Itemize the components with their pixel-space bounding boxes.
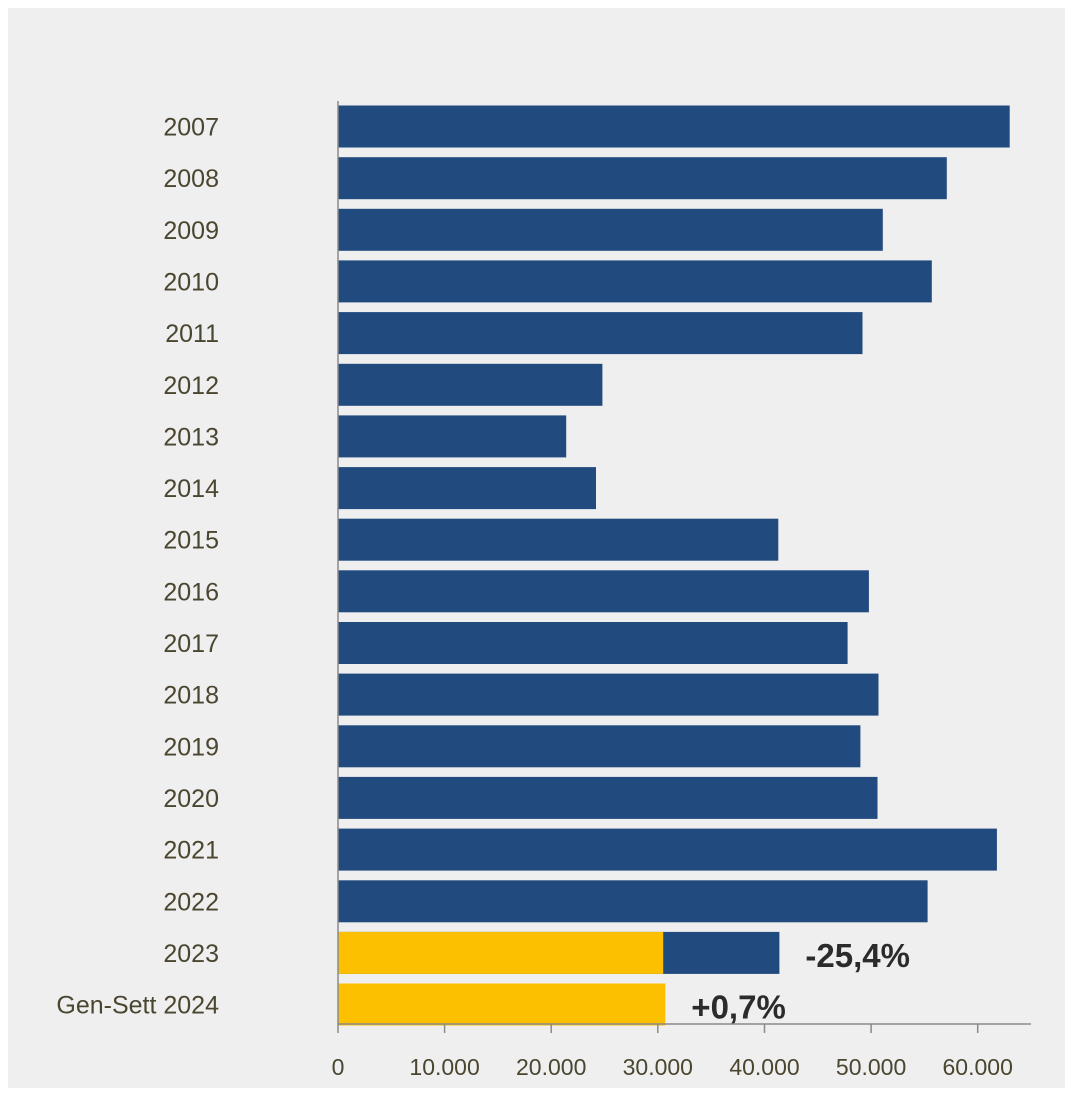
bar-2016-s1 [338, 570, 869, 613]
bar-2015-s1 [338, 518, 779, 561]
x-tick-label-6: 60.000 [943, 1054, 1013, 1080]
bar-2019-s1 [338, 725, 861, 768]
category-label-2019: 2019 [163, 733, 219, 761]
bar-2009-s1 [338, 208, 883, 251]
axes-layer: 0 10.000 20.000 30.000 40.000 50.000 60.000 [332, 101, 1031, 1080]
annotation-gen-sett-2024: +0,7% [691, 989, 786, 1026]
bars-layer [338, 105, 1010, 1026]
annotations-layer: -25,4% +0,7% [691, 937, 910, 1026]
bar-2007-s1 [338, 105, 1010, 148]
category-label-2018: 2018 [163, 682, 219, 710]
bar-2020-s1 [338, 776, 878, 819]
category-label-2021: 2021 [163, 837, 219, 865]
bar-2010-s1 [338, 260, 932, 303]
bar-2011-s1 [338, 312, 863, 355]
category-label-2009: 2009 [163, 217, 219, 245]
x-tick-label-5: 50.000 [836, 1054, 906, 1080]
category-label-2015: 2015 [163, 527, 219, 555]
x-tick-label-4: 40.000 [729, 1054, 799, 1080]
x-tick-label-3: 30.000 [623, 1054, 693, 1080]
bar-2022-s1 [338, 880, 928, 923]
category-label-2011: 2011 [165, 320, 219, 348]
bar-2008-s1 [338, 157, 947, 200]
category-label-2013: 2013 [163, 423, 219, 451]
bar-2012-s1 [338, 363, 603, 406]
bar-2014-s1 [338, 467, 596, 510]
category-label-gen-sett-2024: Gen-Sett 2024 [56, 992, 219, 1020]
category-label-2023: 2023 [163, 940, 219, 968]
x-tick-label-1: 10.000 [409, 1054, 479, 1080]
category-labels: 2007 2008 2009 2010 2011 2012 2013 2014 2015 2016… [56, 114, 219, 1020]
category-label-2007: 2007 [163, 114, 219, 142]
x-tick-label-0: 0 [332, 1054, 345, 1080]
bar-2021-s1 [338, 828, 997, 871]
bar-2017-s1 [338, 622, 848, 664]
bar-2018-s1 [338, 673, 879, 716]
annotation-2023: -25,4% [805, 937, 910, 974]
category-label-2014: 2014 [163, 475, 219, 503]
category-label-2012: 2012 [163, 372, 219, 400]
category-label-2016: 2016 [163, 578, 219, 606]
category-label-2008: 2008 [163, 165, 219, 193]
bar-gen-sett-2024-s2 [338, 983, 666, 1026]
category-label-2022: 2022 [163, 888, 219, 916]
category-label-2017: 2017 [163, 630, 219, 658]
category-label-2020: 2020 [163, 785, 219, 813]
category-label-2010: 2010 [163, 268, 219, 296]
bar-2013-s1 [338, 415, 567, 458]
x-tick-label-2: 20.000 [516, 1054, 586, 1080]
bar-2023-s2 [338, 931, 664, 974]
